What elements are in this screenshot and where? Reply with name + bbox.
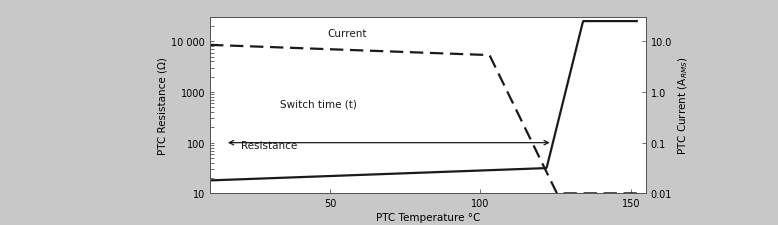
Text: Switch time (t): Switch time (t) [280,99,356,109]
Y-axis label: PTC Current (A$_{RMS}$): PTC Current (A$_{RMS}$) [676,57,690,155]
Y-axis label: PTC Resistance (Ω): PTC Resistance (Ω) [157,57,167,155]
Text: Current: Current [328,29,367,38]
Text: Resistance: Resistance [240,141,297,151]
X-axis label: PTC Temperature °C: PTC Temperature °C [376,212,480,222]
